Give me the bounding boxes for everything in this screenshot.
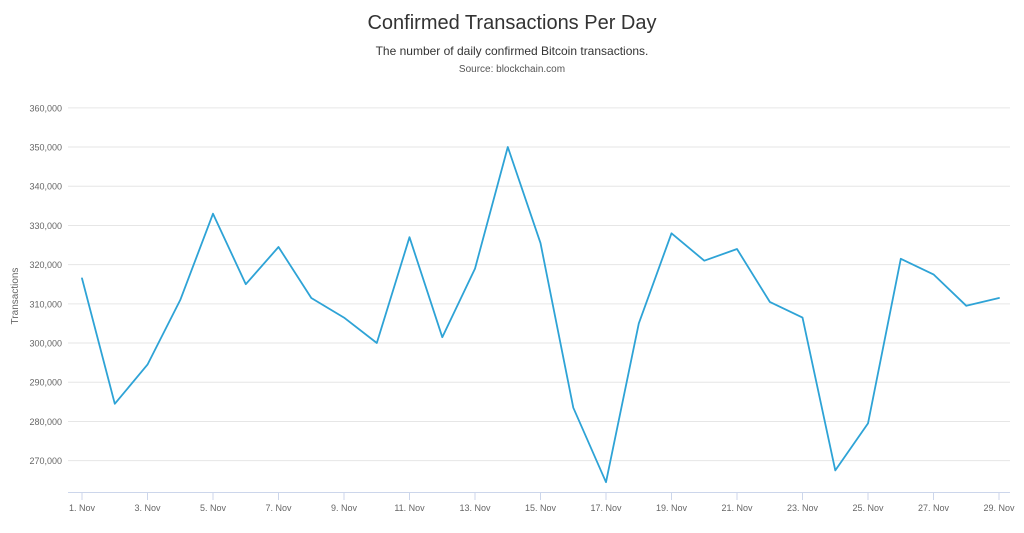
chart-subtitle: The number of daily confirmed Bitcoin tr… xyxy=(375,44,649,58)
y-tick-label: 350,000 xyxy=(29,143,62,153)
x-tick-label: 19. Nov xyxy=(656,503,688,513)
data-point[interactable] xyxy=(211,212,215,216)
x-tick-label: 5. Nov xyxy=(200,503,227,513)
x-tick-label: 27. Nov xyxy=(918,503,950,513)
x-tick-label: 3. Nov xyxy=(134,503,161,513)
data-point[interactable] xyxy=(735,247,739,251)
y-tick-label: 360,000 xyxy=(29,103,62,113)
x-tick-label: 11. Nov xyxy=(394,503,425,513)
data-point[interactable] xyxy=(571,406,575,410)
data-point[interactable] xyxy=(375,341,379,345)
x-tick-label: 25. Nov xyxy=(852,503,884,513)
x-tick-label: 15. Nov xyxy=(525,503,557,513)
y-tick-label: 310,000 xyxy=(29,299,62,309)
x-tick-label: 23. Nov xyxy=(787,503,819,513)
chart-title: Confirmed Transactions Per Day xyxy=(367,12,657,34)
data-point[interactable] xyxy=(670,231,674,235)
data-point[interactable] xyxy=(473,267,477,271)
data-point[interactable] xyxy=(277,245,281,249)
x-tick-label: 29. Nov xyxy=(983,503,1015,513)
data-point[interactable] xyxy=(342,316,346,320)
data-point[interactable] xyxy=(833,468,837,472)
y-tick-label: 320,000 xyxy=(29,260,62,270)
y-axis-title: Transactions xyxy=(10,268,21,325)
data-point[interactable] xyxy=(768,300,772,304)
data-point[interactable] xyxy=(997,296,1001,300)
y-tick-label: 330,000 xyxy=(29,221,62,231)
x-tick-label: 1. Nov xyxy=(69,503,96,513)
data-point[interactable] xyxy=(899,257,903,261)
x-tick-label: 17. Nov xyxy=(590,503,622,513)
y-tick-label: 300,000 xyxy=(29,339,62,349)
data-point[interactable] xyxy=(113,402,117,406)
data-point[interactable] xyxy=(932,272,936,276)
x-tick-label: 9. Nov xyxy=(331,503,358,513)
data-point[interactable] xyxy=(80,276,84,280)
data-point[interactable] xyxy=(440,335,444,339)
x-tick-label: 7. Nov xyxy=(265,503,292,513)
y-tick-label: 290,000 xyxy=(29,378,62,388)
data-point[interactable] xyxy=(408,235,412,239)
y-tick-label: 280,000 xyxy=(29,417,62,427)
x-tick-label: 21. Nov xyxy=(721,503,753,513)
y-tick-label: 270,000 xyxy=(29,456,62,466)
data-point[interactable] xyxy=(244,282,248,286)
data-point[interactable] xyxy=(702,259,706,263)
data-point[interactable] xyxy=(801,316,805,320)
series-line xyxy=(81,146,1000,484)
data-point[interactable] xyxy=(309,296,313,300)
data-point[interactable] xyxy=(539,241,543,245)
chart-source: Source: blockchain.com xyxy=(458,64,566,75)
data-point[interactable] xyxy=(146,363,150,367)
data-point[interactable] xyxy=(866,421,870,425)
data-point[interactable] xyxy=(964,304,968,308)
x-tick-label: 13. Nov xyxy=(459,503,491,513)
y-tick-label: 340,000 xyxy=(29,182,62,192)
data-point[interactable] xyxy=(506,145,510,149)
data-point[interactable] xyxy=(178,298,182,302)
data-point[interactable] xyxy=(637,321,641,325)
data-point[interactable] xyxy=(604,480,608,484)
